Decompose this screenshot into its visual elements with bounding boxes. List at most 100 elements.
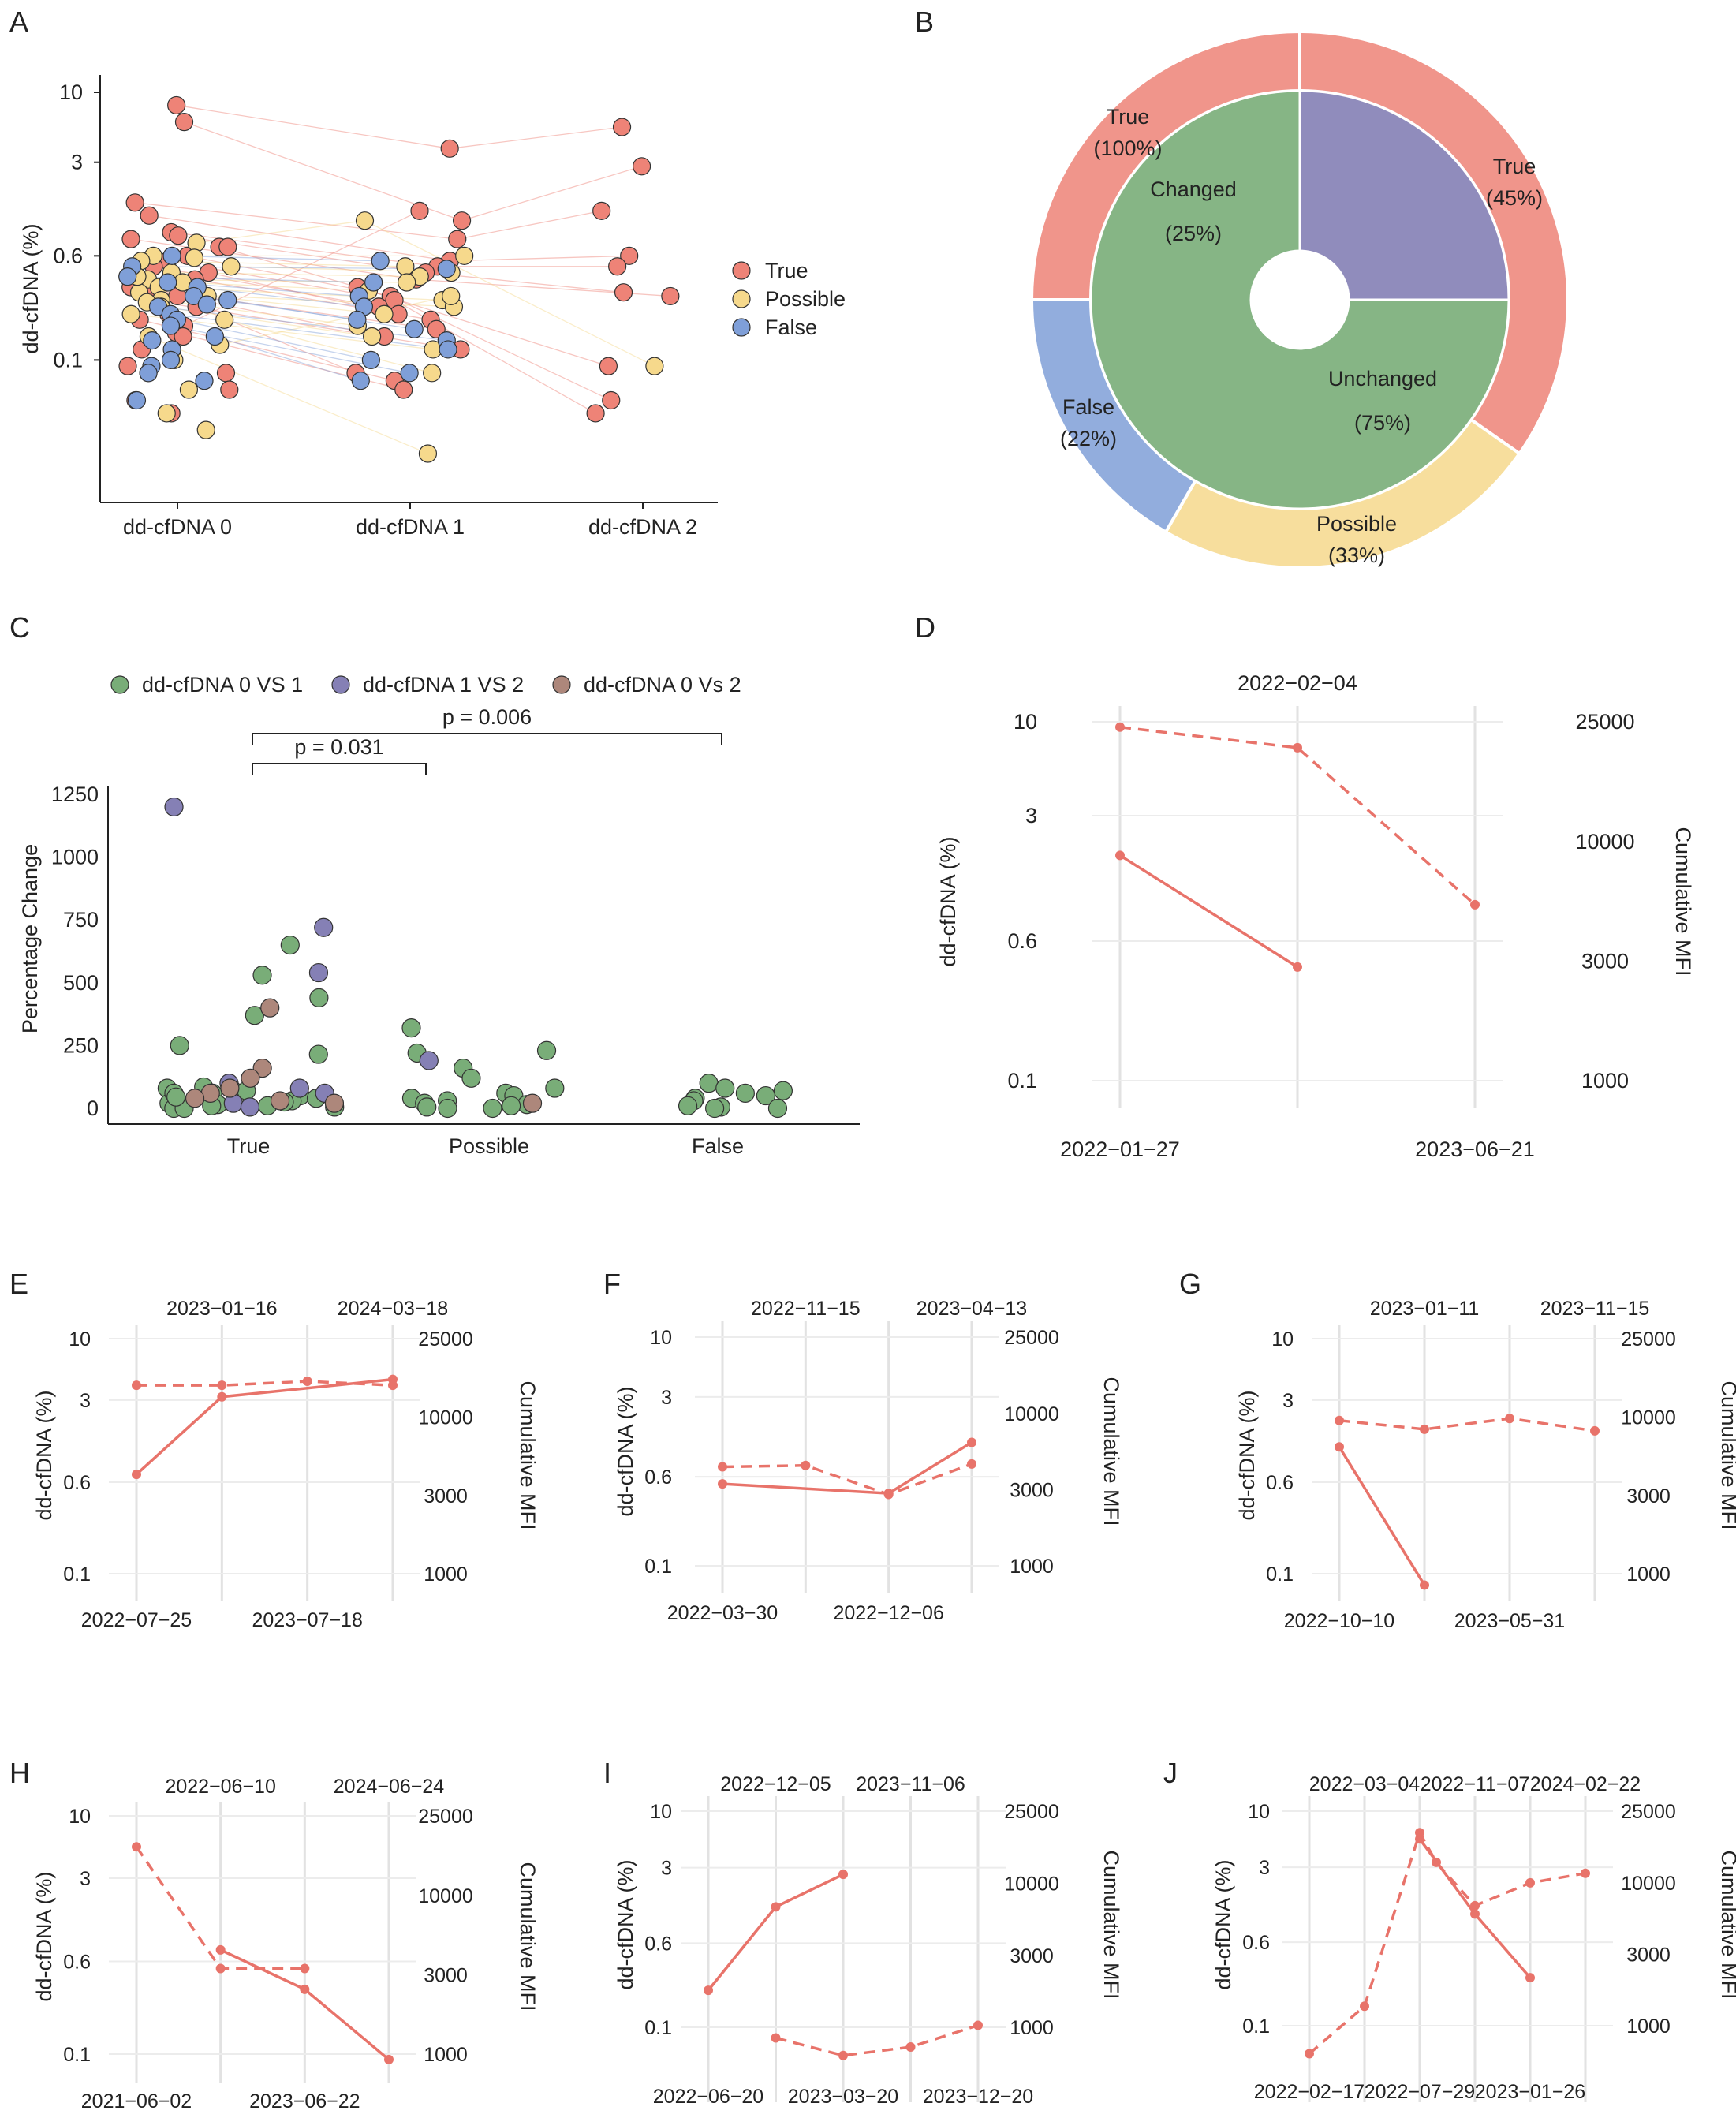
- y-tick-label: 0.6: [53, 244, 83, 267]
- data-point-possible: [215, 310, 234, 329]
- significance-brackets: p = 0.031 p = 0.006: [252, 705, 722, 775]
- right-tick-label: 10000: [1004, 1403, 1059, 1425]
- data-point-true: [174, 113, 194, 132]
- data-point-false: [162, 246, 181, 265]
- data-point-v01: [401, 1018, 421, 1038]
- dd-cfdna-point: [1420, 1580, 1429, 1590]
- left-tick-label: 0.6: [1266, 1472, 1294, 1494]
- right-tick-label: 3000: [1626, 1944, 1671, 1966]
- legend-marker-v01: [110, 675, 129, 694]
- pair-line: [364, 220, 655, 367]
- scatter-points: [118, 95, 680, 463]
- mfi-point: [967, 1459, 976, 1469]
- outer-label-false: False: [1062, 395, 1114, 419]
- data-point-possible: [375, 304, 394, 323]
- dd-cfdna-point: [1293, 962, 1302, 972]
- mfi-point: [973, 2020, 983, 2030]
- x-tick-label-bottom: 2022−01−27: [1060, 1137, 1180, 1161]
- data-point-v12: [308, 962, 329, 983]
- data-point-v02: [270, 1091, 290, 1111]
- y-tick-label: 10: [59, 80, 83, 104]
- right-tick-label: 3000: [1581, 949, 1629, 973]
- data-point-v01: [483, 1098, 502, 1119]
- data-point-v01: [536, 1040, 557, 1060]
- y-tick-label: 1000: [51, 846, 99, 869]
- right-tick-label: 1000: [1626, 2015, 1671, 2038]
- data-point-true: [592, 201, 611, 220]
- mfi-line: [136, 1380, 394, 1387]
- x-tick-label-bottom: 2023−06−22: [249, 2090, 360, 2112]
- x-tick-label: dd-cfDNA 0: [123, 515, 232, 539]
- x-tick-label-bottom: 2022−07−29: [1365, 2081, 1475, 2103]
- y-axis-label: dd-cfDNA (%): [936, 836, 960, 966]
- legend-marker-v02: [552, 675, 571, 694]
- p-value-label: p = 0.006: [442, 705, 532, 729]
- data-point-true: [440, 139, 459, 158]
- data-point-possible: [355, 211, 375, 230]
- dd-cfdna-point: [384, 2054, 394, 2064]
- pair-line: [227, 299, 415, 330]
- right-tick-label: 1000: [1010, 2017, 1054, 2039]
- x-tick-label-top: 2023−11−06: [856, 1773, 965, 1795]
- bracket-line: [252, 763, 427, 775]
- pair-line: [170, 231, 438, 267]
- left-tick-label: 0.6: [1242, 1932, 1270, 1954]
- inner-pct-v01: (75%): [1354, 411, 1411, 435]
- inner-label-v12: Changed: [1150, 177, 1237, 201]
- inner-slice-v01: [1089, 89, 1510, 510]
- data-point-false: [351, 372, 370, 390]
- pair-line: [450, 126, 622, 149]
- y2-axis-label: Cumulative MFI: [1717, 1850, 1736, 1999]
- panel-letter-b: B: [915, 6, 934, 38]
- left-tick-label: 3: [661, 1858, 672, 1880]
- data-point-true: [632, 157, 651, 176]
- y-axis-label: dd-cfDNA (%): [1211, 1859, 1235, 1989]
- mfi-point: [1525, 1877, 1535, 1888]
- dd-cfdna-point: [1335, 1442, 1344, 1452]
- data-point-v01: [280, 935, 300, 955]
- data-point-v02: [185, 1089, 205, 1108]
- bracket-line: [252, 733, 722, 745]
- left-tick-label: 0.1: [644, 1556, 672, 1578]
- data-point-false: [197, 295, 216, 314]
- data-point-true: [448, 230, 467, 248]
- right-tick-label: 25000: [1621, 1328, 1676, 1350]
- data-point-false: [400, 364, 419, 383]
- data-point-v01: [309, 988, 329, 1008]
- x-tick-label: dd-cfDNA 1: [356, 515, 465, 539]
- data-point-possible: [398, 273, 416, 292]
- legend-marker-v12: [331, 675, 350, 694]
- right-tick-label: 1000: [424, 1563, 468, 1586]
- x-tick-label-top: 2022−11−07: [1421, 1773, 1530, 1795]
- y-tick-label: 3: [71, 151, 83, 174]
- right-tick-label: 25000: [1621, 1801, 1676, 1823]
- data-point-true: [125, 193, 144, 212]
- dd-cfdna-point: [718, 1479, 727, 1489]
- data-point-v01: [438, 1098, 457, 1119]
- left-tick-label: 0.1: [63, 2044, 91, 2066]
- panel-d-line: 10 3 0.6 0.1 25000 10000 3000 1000 dd-cfDNA (%) C…: [936, 671, 1695, 1161]
- data-point-false: [143, 331, 162, 350]
- pair-line: [135, 202, 457, 240]
- data-point-false: [139, 364, 158, 383]
- y-axis-label: Percentage Change: [18, 844, 42, 1033]
- dd-cfdna-point: [300, 1984, 310, 1994]
- data-point-true: [118, 357, 137, 375]
- x-tick-label-bottom: 2022−02−17: [1254, 2081, 1365, 2103]
- x-tick-label-bottom: 2022−12−06: [833, 1602, 943, 1624]
- left-tick-label: 3: [80, 1868, 91, 1890]
- data-point-true: [602, 390, 621, 410]
- x-tick-label-top: 2024−02−22: [1530, 1773, 1641, 1795]
- pair-line: [132, 266, 447, 270]
- panel-j-line: 10 3 0.6 0.1 25000 10000 3000 1000 dd-cfDNA (%) C…: [1211, 1773, 1736, 2103]
- inner-pct-v12: (25%): [1165, 222, 1222, 245]
- legend-marker-false: [732, 318, 751, 337]
- data-point-v02: [324, 1093, 345, 1113]
- dd-cfdna-point: [967, 1437, 976, 1447]
- left-tick-label: 0.6: [63, 1951, 91, 1973]
- outer-label-true: True: [1107, 105, 1150, 129]
- panel-c-scatter: dd-cfDNA 0 VS 1 dd-cfDNA 1 VS 2 dd-cfDNA 0…: [18, 673, 860, 1158]
- mfi-point: [388, 1380, 398, 1391]
- dd-cfdna-point: [704, 1985, 713, 1996]
- x-tick-label-top: 2022−03−04: [1309, 1773, 1421, 1795]
